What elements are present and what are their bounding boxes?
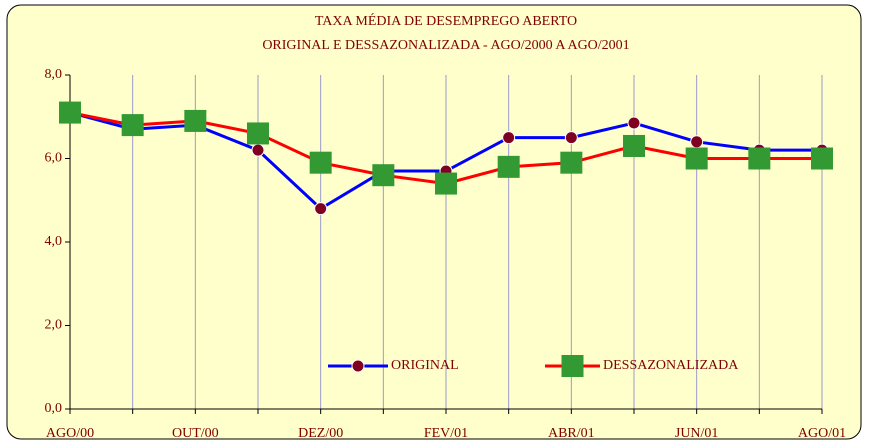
data-point [690, 135, 704, 149]
chart-title: TAXA MÉDIA DE DESEMPREGO ABERTO [315, 12, 577, 29]
data-point [184, 109, 207, 132]
data-point [564, 131, 578, 145]
data-point [121, 114, 144, 137]
data-point [627, 116, 641, 130]
data-point [251, 143, 265, 157]
legend-marker [351, 359, 365, 373]
data-point [314, 202, 328, 216]
chart-frame [6, 4, 862, 440]
y-tick-label: 8,0 [45, 67, 63, 82]
y-tick-label: 2,0 [45, 318, 63, 333]
x-tick-label: ABR/01 [548, 426, 595, 441]
x-tick-label: FEV/01 [424, 426, 468, 441]
data-point [497, 155, 520, 178]
data-point [247, 122, 269, 145]
data-point [748, 147, 771, 170]
data-point [59, 101, 81, 124]
x-tick-label: DEZ/00 [298, 426, 343, 441]
chart-subtitle: ORIGINAL E DESSAZONALIZADA - AGO/2000 A … [262, 38, 629, 53]
y-tick-label: 6,0 [45, 151, 63, 166]
data-point [685, 147, 708, 170]
data-point [560, 151, 583, 174]
data-point [502, 131, 516, 145]
data-point [372, 164, 395, 187]
legend-label: ORIGINAL [391, 358, 459, 373]
x-tick-label: AGO/00 [46, 426, 94, 441]
legend-label: DESSAZONALIZADA [603, 358, 739, 373]
y-tick-label: 4,0 [45, 234, 63, 249]
x-tick-label: OUT/00 [172, 426, 219, 441]
y-tick-label: 0,0 [45, 401, 63, 416]
x-tick-label: AGO/01 [798, 426, 846, 441]
data-point [623, 134, 645, 157]
data-point [309, 151, 332, 174]
x-tick-label: JUN/01 [675, 426, 719, 441]
data-point [435, 172, 457, 195]
data-point [811, 147, 833, 170]
legend-marker [561, 355, 584, 377]
